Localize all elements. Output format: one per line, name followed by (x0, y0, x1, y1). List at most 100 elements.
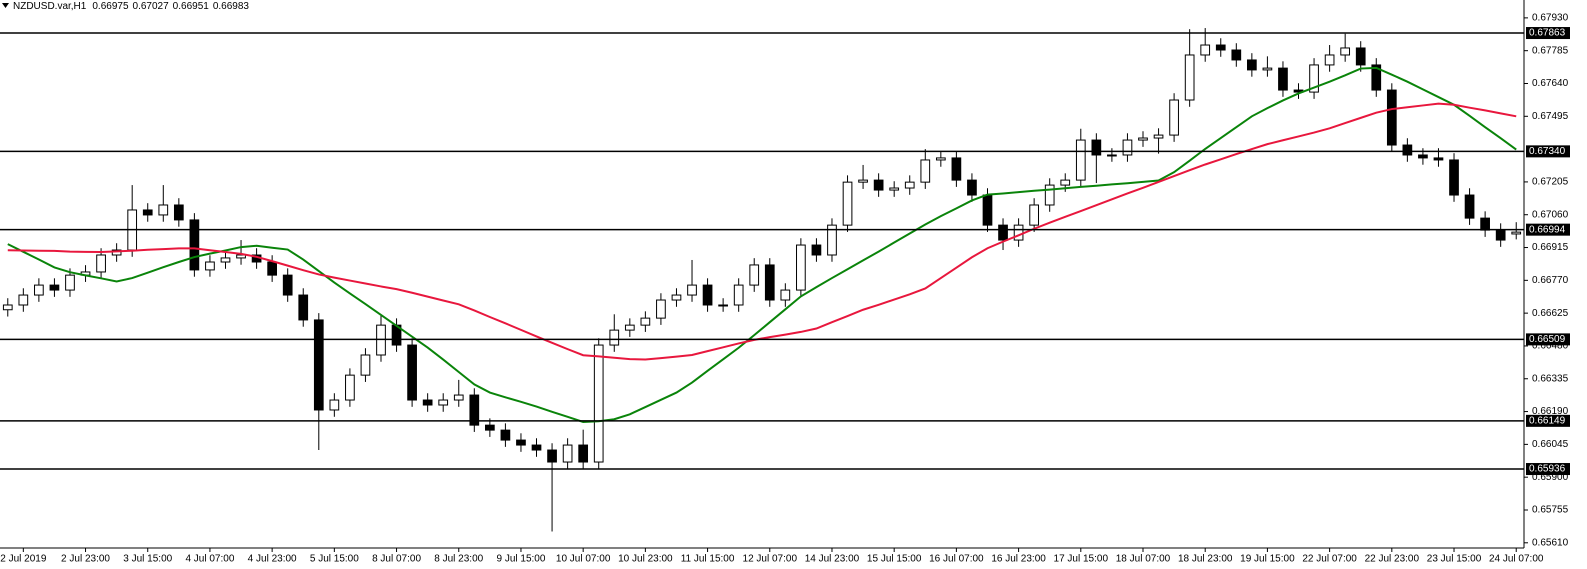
candle-body (1511, 231, 1522, 235)
candle-body (1324, 54, 1335, 66)
quote-close: 0.66983 (213, 1, 250, 12)
candle-body (485, 424, 495, 431)
candle-body (469, 394, 480, 426)
level-label: 0.66509 (1529, 334, 1566, 345)
candle-body (205, 261, 215, 271)
candle-body (142, 209, 153, 216)
x-tick-label: 17 Jul 15:00 (1054, 554, 1109, 565)
y-tick-label: 0.67930 (1532, 13, 1569, 24)
x-tick-label: 19 Jul 15:00 (1240, 554, 1295, 565)
candle-body (1402, 144, 1413, 156)
candle-body (1433, 157, 1444, 161)
candle-body (702, 284, 713, 306)
candle-body (282, 274, 293, 296)
candle-body (329, 399, 340, 411)
level-label-box (1526, 463, 1570, 476)
candle-body (609, 329, 620, 346)
candle-body (65, 274, 75, 291)
candle-body (967, 179, 977, 196)
x-tick-label: 14 Jul 23:00 (805, 554, 860, 565)
candle-body (1138, 137, 1148, 141)
candle-body (1013, 224, 1024, 241)
candle-body (578, 444, 589, 463)
candle-body (1355, 47, 1366, 66)
y-tick-label: 0.67640 (1532, 78, 1569, 89)
candle-body (764, 264, 775, 301)
candle-body (236, 254, 246, 259)
level-label-box (1526, 27, 1570, 40)
candle-body (1480, 217, 1490, 231)
candle-body (422, 399, 433, 406)
candle-body (1122, 139, 1133, 156)
moving-average-line (7, 102, 1517, 361)
candle-body (158, 204, 169, 216)
candle-body (18, 294, 29, 306)
candle-body (96, 254, 106, 273)
candle-body (562, 444, 573, 463)
y-tick-label: 0.66480 (1532, 341, 1569, 352)
candle-body (718, 304, 728, 307)
y-tick-label: 0.65900 (1532, 472, 1569, 483)
x-tick-label: 15 Jul 15:00 (867, 554, 922, 565)
candle-body (49, 284, 60, 291)
x-tick-label: 10 Jul 07:00 (556, 554, 611, 565)
candle-body (998, 224, 1008, 241)
candle-body (173, 204, 184, 221)
level-label-box (1526, 333, 1570, 346)
level-label-box (1526, 223, 1570, 236)
x-tick-label: 16 Jul 23:00 (991, 554, 1046, 565)
candle-body (1029, 204, 1039, 226)
candle-body (1060, 179, 1071, 186)
quote-high: 0.67027 (133, 1, 170, 12)
candle-body (547, 449, 557, 463)
x-tick-label: 2 Jul 23:00 (61, 554, 110, 565)
x-tick-label: 10 Jul 23:00 (618, 554, 673, 565)
candle-body (1075, 139, 1086, 181)
candle-body (656, 299, 666, 319)
level-label-box (1526, 414, 1570, 427)
y-tick-label: 0.66190 (1532, 406, 1569, 417)
candle-body (407, 344, 417, 401)
candle-body (1200, 44, 1211, 56)
candle-body (904, 181, 915, 189)
candle-body (1495, 229, 1506, 241)
y-tick-label: 0.66045 (1532, 439, 1569, 450)
candle-body (1386, 89, 1397, 146)
candle-body (1278, 67, 1288, 91)
y-tick-label: 0.67205 (1532, 177, 1569, 188)
x-tick-label: 11 Jul 15:00 (681, 554, 735, 565)
candle-body (1418, 154, 1428, 159)
candle-body (1231, 49, 1242, 61)
candle-body (438, 399, 449, 406)
candle-body (935, 157, 946, 161)
x-tick-label: 22 Jul 23:00 (1365, 554, 1420, 565)
candle-body (313, 319, 324, 411)
y-tick-label: 0.66335 (1532, 373, 1569, 384)
candle-body (982, 194, 993, 226)
candle-body (1107, 154, 1117, 157)
candle-body (827, 224, 837, 256)
level-label: 0.67863 (1529, 28, 1566, 39)
candle-body (873, 179, 884, 191)
level-label: 0.65936 (1529, 464, 1566, 475)
y-tick-label: 0.67785 (1532, 45, 1569, 56)
candle-body (749, 264, 760, 286)
quote-open: 0.66975 (92, 1, 129, 12)
candle-body (1247, 59, 1257, 71)
symbol-title: NZDUSD.var,H1 (13, 1, 87, 12)
candle-body (1449, 159, 1459, 196)
y-tick-label: 0.66625 (1532, 308, 1569, 319)
candle-body (687, 284, 697, 296)
x-tick-label: 18 Jul 23:00 (1178, 554, 1233, 565)
candle-body (593, 344, 604, 463)
x-tick-label: 18 Jul 07:00 (1116, 554, 1171, 565)
x-tick-label: 9 Jul 15:00 (496, 554, 545, 565)
candle-body (1044, 184, 1055, 206)
candle-body (1464, 194, 1475, 219)
candle-body (220, 257, 231, 263)
candle-body (1169, 99, 1179, 136)
x-tick-label: 2 Jul 2019 (0, 554, 47, 565)
menu-arrow (2, 3, 9, 8)
